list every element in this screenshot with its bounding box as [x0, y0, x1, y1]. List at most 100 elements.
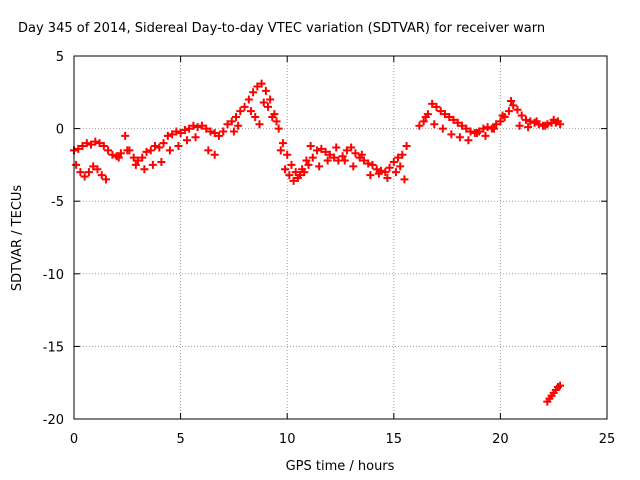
y-tick-labels: -20 -15 -10 -5 0 5 [43, 50, 64, 428]
data-point [507, 97, 516, 106]
data-point [415, 121, 424, 130]
data-point [114, 153, 123, 162]
data-point [151, 142, 160, 151]
data-point [524, 123, 533, 132]
data-point [332, 143, 341, 152]
data-point [191, 133, 200, 142]
data-point [298, 165, 307, 174]
data-point [302, 156, 311, 165]
data-point [340, 156, 349, 165]
data-point [257, 79, 266, 88]
data-point [232, 112, 241, 121]
data-point [116, 149, 125, 158]
data-point [419, 117, 428, 126]
data-point [293, 173, 302, 182]
data-point [104, 146, 113, 155]
data-point [445, 112, 454, 121]
data-point [385, 163, 394, 172]
y-tick-label: -10 [43, 268, 64, 283]
data-point [315, 162, 324, 171]
data-point [313, 146, 322, 155]
grid-lines [74, 56, 607, 419]
data-point [421, 112, 430, 121]
data-point [366, 171, 375, 180]
data-point [398, 150, 407, 159]
data-point [172, 127, 181, 136]
data-point [285, 171, 294, 180]
data-point [541, 121, 550, 130]
data-point [264, 102, 273, 111]
data-point [87, 140, 96, 149]
data-point [438, 124, 447, 133]
data-point [101, 175, 110, 184]
data-point [513, 105, 522, 114]
data-point [321, 147, 330, 156]
data-point [244, 95, 253, 104]
x-tick-label: 20 [492, 432, 509, 447]
data-point [304, 160, 313, 169]
data-point [229, 127, 238, 136]
x-tick-label: 10 [279, 432, 296, 447]
data-point [89, 162, 98, 171]
data-point [74, 144, 83, 153]
data-point [121, 131, 130, 140]
data-point [440, 110, 449, 119]
chart-title: Day 345 of 2014, Sidereal Day-to-day VTE… [18, 21, 545, 36]
data-point [291, 168, 300, 177]
data-point [389, 157, 398, 166]
data-point [357, 150, 366, 159]
y-tick-label: 0 [56, 123, 64, 138]
data-point [483, 123, 492, 132]
data-point [472, 128, 481, 137]
data-point [214, 131, 223, 140]
data-point [176, 128, 185, 137]
data-point [108, 150, 117, 159]
plot-frame [73, 55, 608, 420]
data-point [146, 146, 155, 155]
data-point [481, 131, 490, 140]
data-point [400, 175, 409, 184]
data-point [259, 98, 268, 107]
data-point [351, 149, 360, 158]
x-tick-label: 5 [176, 432, 184, 447]
data-point [396, 162, 405, 171]
data-point [381, 168, 390, 177]
data-point [330, 153, 339, 162]
data-point [447, 130, 456, 139]
data-point [492, 120, 501, 129]
data-point [133, 156, 142, 165]
x-tick-label: 0 [70, 432, 78, 447]
data-point [432, 102, 441, 111]
data-point [123, 146, 132, 155]
data-point [308, 153, 317, 162]
data-point [140, 165, 149, 174]
data-point [234, 121, 243, 130]
data-point [464, 136, 473, 145]
data-point [204, 146, 213, 155]
data-point [391, 168, 400, 177]
data-point [155, 143, 164, 152]
x-tick-label: 25 [599, 432, 616, 447]
data-point [532, 117, 541, 126]
data-point [227, 117, 236, 126]
data-point [323, 156, 332, 165]
data-point [246, 107, 255, 116]
data-point [272, 117, 281, 126]
data-point [219, 127, 228, 136]
data-point [148, 160, 157, 169]
data-point [249, 88, 258, 97]
data-point [142, 147, 151, 156]
data-point [240, 102, 249, 111]
data-point [93, 165, 102, 174]
data-point [283, 150, 292, 159]
data-point [479, 124, 488, 133]
data-point [129, 153, 138, 162]
data-point [509, 101, 518, 110]
data-point [78, 142, 87, 151]
data-point [556, 381, 565, 390]
data-point [253, 82, 262, 91]
data-point [504, 107, 513, 116]
data-point [278, 139, 287, 148]
y-tick-label: -20 [43, 413, 64, 428]
